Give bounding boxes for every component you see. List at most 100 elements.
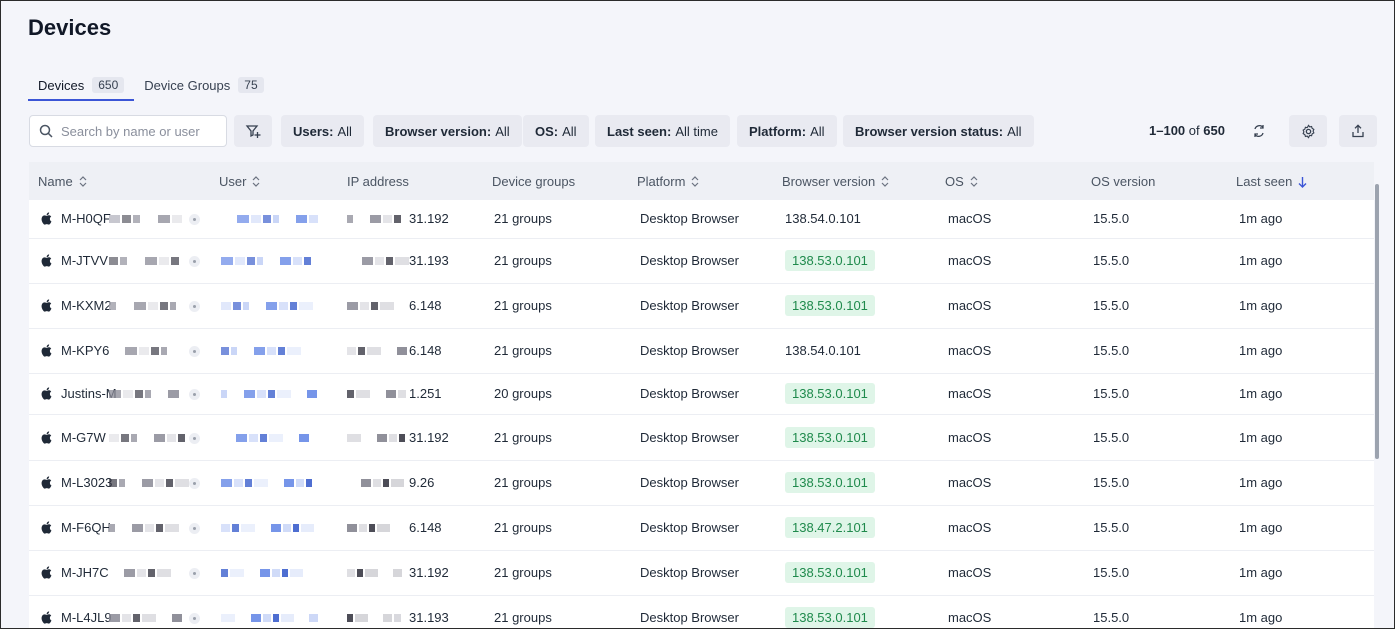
vertical-scrollbar[interactable] xyxy=(1375,184,1379,459)
device-name[interactable]: M-H0QF xyxy=(61,211,111,226)
column-header-browser-version[interactable]: Browser version xyxy=(782,174,889,189)
filter-value: All xyxy=(1007,123,1022,139)
redacted-user xyxy=(221,257,316,265)
tab-devices[interactable]: Devices 650 xyxy=(28,71,135,101)
search-icon xyxy=(39,124,53,138)
platform: Desktop Browser xyxy=(640,211,739,226)
refresh-button[interactable] xyxy=(1240,115,1278,147)
redacted-ip xyxy=(347,215,407,223)
user-status-icon xyxy=(189,389,200,400)
column-header-name[interactable]: Name xyxy=(38,174,87,189)
search-input[interactable] xyxy=(59,122,223,140)
filter-platform[interactable]: Platform: All xyxy=(737,115,837,147)
add-filter-button[interactable] xyxy=(234,115,272,147)
last-seen: 1m ago xyxy=(1239,430,1283,445)
settings-button[interactable] xyxy=(1289,115,1327,147)
devices-table: Name User IP address Device groups Platf… xyxy=(29,162,1374,628)
os: macOS xyxy=(948,610,992,625)
device-name[interactable]: M-KXM2 xyxy=(61,298,112,313)
device-name[interactable]: Justins-M xyxy=(61,386,117,401)
apple-icon xyxy=(41,254,52,270)
device-groups-count[interactable]: 21 groups xyxy=(494,298,552,313)
redacted-ip xyxy=(347,569,407,577)
settings-icon xyxy=(1301,123,1315,139)
device-name[interactable]: M-G7W xyxy=(61,430,106,445)
search-box[interactable] xyxy=(29,115,227,147)
column-header-platform[interactable]: Platform xyxy=(637,174,699,189)
device-name[interactable]: M-KPY6 xyxy=(61,343,110,358)
device-name[interactable]: M-F6QH xyxy=(61,520,111,535)
redacted-ip xyxy=(347,614,407,622)
browser-version-outdated-badge: 138.53.0.101 xyxy=(785,562,875,583)
table-row[interactable]: M-L4JL9 31.193 21 groups Desktop Browser 138… xyxy=(29,596,1374,628)
column-header-last-seen[interactable]: Last seen xyxy=(1236,174,1307,189)
table-row[interactable]: Justins-M 1.251 20 groups Desktop Browser 13… xyxy=(29,374,1374,415)
device-groups-count[interactable]: 21 groups xyxy=(494,520,552,535)
redacted-name xyxy=(109,569,184,577)
device-groups-count[interactable]: 21 groups xyxy=(494,565,552,580)
apple-icon xyxy=(41,521,52,537)
table-row[interactable]: M-KXM2 6.148 21 groups Desktop Browser 138.5… xyxy=(29,284,1374,329)
table-row[interactable]: M-L3023 9.26 21 groups Desktop Browser 138.5… xyxy=(29,461,1374,506)
table-row[interactable]: M-H0QF 31.192 21 groups Desktop Browser 138.… xyxy=(29,200,1374,239)
os: macOS xyxy=(948,565,992,580)
browser-version-cell: 138.53.0.101 xyxy=(785,472,875,493)
table-row[interactable]: M-G7W 31.192 21 groups Desktop Browser 138.5… xyxy=(29,415,1374,461)
filter-users[interactable]: Users: All xyxy=(281,115,364,147)
apple-icon xyxy=(41,611,52,627)
filter-browser-version[interactable]: Browser version: All xyxy=(373,115,522,147)
redacted-ip xyxy=(347,390,407,398)
device-groups-count[interactable]: 21 groups xyxy=(494,430,552,445)
table-row[interactable]: M-JH7C 31.192 21 groups Desktop Browser 138.… xyxy=(29,551,1374,596)
device-name[interactable]: M-L4JL9 xyxy=(61,610,112,625)
device-groups-count[interactable]: 20 groups xyxy=(494,386,552,401)
table-row[interactable]: M-JTVV 31.193 21 groups Desktop Browser 138.… xyxy=(29,239,1374,284)
filter-browser-version-status[interactable]: Browser version status: All xyxy=(843,115,1034,147)
table-row[interactable]: M-KPY6 6.148 21 groups Desktop Browser 138.5… xyxy=(29,329,1374,374)
column-header-user[interactable]: User xyxy=(219,174,260,189)
redacted-name xyxy=(109,390,184,398)
os-version: 15.5.0 xyxy=(1093,520,1130,535)
column-label: Last seen xyxy=(1236,174,1293,189)
page-title: Devices xyxy=(28,15,112,40)
redacted-user xyxy=(221,479,316,487)
tab-device-groups[interactable]: Device Groups 75 xyxy=(134,71,273,99)
redacted-name xyxy=(109,347,184,355)
device-groups-count[interactable]: 21 groups xyxy=(494,610,552,625)
filter-value: All xyxy=(810,123,825,139)
device-groups-count[interactable]: 21 groups xyxy=(494,475,552,490)
ip-address: 31.193 xyxy=(409,253,449,268)
column-label: IP address xyxy=(347,174,409,189)
device-groups-count[interactable]: 21 groups xyxy=(494,253,552,268)
filter-key: Users: xyxy=(293,123,334,139)
column-header-os[interactable]: OS xyxy=(945,174,978,189)
refresh-icon xyxy=(1254,125,1264,137)
device-name[interactable]: M-L3023 xyxy=(61,475,113,490)
apple-icon xyxy=(41,344,52,360)
ip-address: 9.26 xyxy=(409,475,435,490)
user-status-icon xyxy=(189,214,200,225)
user-status-icon xyxy=(189,346,200,357)
device-name[interactable]: M-JTVV xyxy=(61,253,108,268)
table-row[interactable]: M-F6QH 6.148 21 groups Desktop Browser 138.4… xyxy=(29,506,1374,551)
last-seen: 1m ago xyxy=(1239,253,1283,268)
device-groups-count[interactable]: 21 groups xyxy=(494,343,552,358)
platform: Desktop Browser xyxy=(640,253,739,268)
os: macOS xyxy=(948,520,992,535)
filter-last-seen[interactable]: Last seen: All time xyxy=(595,115,730,147)
pagination-total: 650 xyxy=(1203,123,1225,138)
platform: Desktop Browser xyxy=(640,386,739,401)
export-button[interactable] xyxy=(1339,115,1377,147)
last-seen: 1m ago xyxy=(1239,520,1283,535)
device-name[interactable]: M-JH7C xyxy=(61,565,109,580)
sort-desc-icon xyxy=(1298,176,1307,188)
browser-version-cell: 138.53.0.101 xyxy=(785,295,875,316)
tab-label: Device Groups xyxy=(144,77,231,93)
table-body: M-H0QF 31.192 21 groups Desktop Browser 138.… xyxy=(29,200,1374,628)
filter-key: Platform: xyxy=(749,123,807,139)
column-label: Browser version xyxy=(782,174,876,189)
ip-address: 31.193 xyxy=(409,610,449,625)
sort-icon xyxy=(79,176,87,187)
filter-os[interactable]: OS: All xyxy=(523,115,589,147)
device-groups-count[interactable]: 21 groups xyxy=(494,211,552,226)
